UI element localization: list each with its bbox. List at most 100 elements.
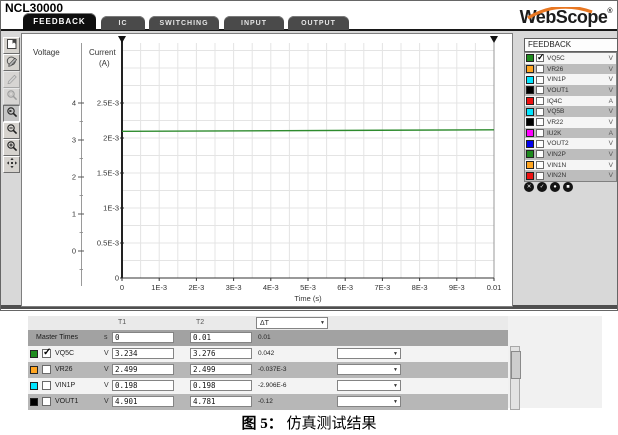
tab-input[interactable]: INPUT (224, 16, 284, 30)
zoom-region-icon (6, 88, 18, 106)
signal-checkbox[interactable] (536, 161, 544, 170)
signal-checkbox[interactable] (536, 129, 544, 138)
t1-value-input[interactable] (112, 380, 174, 391)
zoom-previous-icon (6, 105, 18, 123)
t1-value-input[interactable] (112, 348, 174, 359)
signal-checkbox[interactable] (536, 139, 544, 148)
signal-color-swatch (526, 161, 534, 170)
signal-name: VQ5C (55, 350, 75, 357)
t2-marker-icon[interactable] (490, 36, 498, 43)
check-icon: ✓ (537, 52, 545, 63)
signal-color-swatch (526, 65, 534, 73)
svg-text:4: 4 (72, 99, 76, 108)
delta-t-value: -0.037E-3 (258, 366, 287, 373)
signal-unit: V (608, 86, 613, 94)
signal-checkbox[interactable] (42, 381, 51, 390)
tab-output[interactable]: OUTPUT (288, 16, 349, 30)
delta-t-value: -2.906E-6 (258, 382, 287, 389)
signal-unit: V (608, 172, 613, 180)
signal-row: VR26 V (525, 63, 616, 75)
measurement-dropdown[interactable]: ▼ (337, 348, 401, 359)
signal-checkbox[interactable] (536, 97, 544, 106)
chevron-down-icon: ▼ (393, 399, 398, 405)
t2-value-input[interactable] (190, 364, 252, 375)
signal-row: IQ4C A (525, 95, 616, 107)
table-scrollbar[interactable] (510, 346, 521, 410)
signal-color-swatch (526, 54, 534, 63)
tab-switching[interactable]: SWITCHING (149, 16, 219, 30)
marker-button-2[interactable]: ✓ (537, 182, 547, 192)
t1-value-input[interactable] (112, 364, 174, 375)
window-bottom-edge (1, 305, 617, 309)
signal-row: VQ5B V (525, 106, 616, 118)
signal-checkbox[interactable] (42, 365, 51, 374)
marker-button-1[interactable]: ✕ (524, 182, 534, 192)
figure-caption: 图 5： 仿真测试结果 (0, 412, 618, 433)
measurement-dropdown[interactable]: ▼ (337, 380, 401, 391)
pan-button[interactable] (3, 156, 20, 173)
chevron-down-icon: ▼ (393, 367, 398, 373)
t1-value-input[interactable] (112, 396, 174, 407)
signal-color-swatch (526, 107, 534, 116)
table-row: VR26 V -0.037E-3 ▼ (28, 362, 508, 378)
signal-list: ✓ VQ5C V VR26 V VIN1P V VOUT1 V IQ4C A V… (524, 52, 617, 182)
delta-t-selector[interactable]: ΔT ▼ (256, 317, 328, 329)
brand-reg: ® (607, 8, 612, 15)
signal-unit: V (608, 76, 613, 84)
signal-checkbox[interactable] (536, 75, 544, 84)
signal-row: VIN1P V (525, 74, 616, 86)
tab-ic[interactable]: IC (101, 16, 145, 30)
marker-button-4[interactable]: ■ (563, 182, 573, 192)
delta-t-value: -0.12 (258, 398, 273, 405)
t2-value-input[interactable] (190, 348, 252, 359)
signal-color-swatch (30, 366, 38, 374)
signal-row: VIN2P V (525, 149, 616, 160)
t2-value-input[interactable] (190, 396, 252, 407)
signal-color-swatch (526, 97, 534, 106)
signal-checkbox[interactable] (536, 86, 544, 95)
t2-column-header: T2 (196, 319, 205, 326)
table-row: ✓ VQ5C V 0.042 ▼ (28, 346, 508, 362)
svg-text:3E-3: 3E-3 (226, 283, 242, 292)
trace-VQ5C (121, 129, 495, 133)
plot-container: Voltage Current (A) 4 3 2 1 0 2.5E-3 2E-3 1.5E-… (21, 33, 513, 307)
signal-name: IU2K (547, 129, 562, 137)
window-title: NCL30000 (5, 1, 64, 15)
signal-unit: V (608, 54, 613, 62)
signal-checkbox[interactable] (536, 171, 544, 180)
figure-caption-text: 仿真测试结果 (286, 416, 377, 432)
signal-color-swatch (30, 382, 38, 390)
signal-checkbox[interactable] (536, 118, 544, 127)
master-t1-input[interactable] (112, 332, 174, 343)
signal-unit: A (608, 129, 613, 137)
zoom-out-button[interactable] (3, 122, 20, 139)
signal-color-swatch (526, 118, 534, 127)
signal-checkbox[interactable]: ✓ (536, 52, 545, 63)
measurement-dropdown[interactable]: ▼ (337, 396, 401, 407)
chevron-down-icon: ▼ (393, 351, 398, 357)
zoom-in-button[interactable] (3, 139, 20, 156)
signal-checkbox[interactable] (536, 65, 544, 73)
measurement-dropdown[interactable]: ▼ (337, 364, 401, 375)
signal-row: VIN2N V (525, 170, 616, 182)
svg-text:2.5E-3: 2.5E-3 (97, 99, 119, 108)
signal-checkbox[interactable]: ✓ (42, 347, 51, 358)
report-button[interactable] (3, 37, 20, 54)
signal-row: IU2K A (525, 127, 616, 139)
delta-t-label: ΔT (260, 320, 269, 327)
draw-button[interactable] (3, 54, 20, 71)
scrollbar-thumb[interactable] (511, 351, 521, 379)
tab-feedback[interactable]: FEEDBACK (23, 13, 96, 30)
signal-checkbox[interactable] (536, 107, 544, 116)
signal-checkbox[interactable] (536, 150, 544, 159)
marker-button-3[interactable]: ● (550, 182, 560, 192)
master-times-label: Master Times (36, 334, 79, 341)
t2-value-input[interactable] (190, 380, 252, 391)
t1-marker-icon[interactable] (118, 36, 126, 43)
webscope-logo: WebScope® (520, 5, 612, 28)
zoom-previous-button[interactable] (3, 105, 20, 122)
master-t2-input[interactable] (190, 332, 252, 343)
signal-checkbox[interactable] (42, 397, 51, 406)
